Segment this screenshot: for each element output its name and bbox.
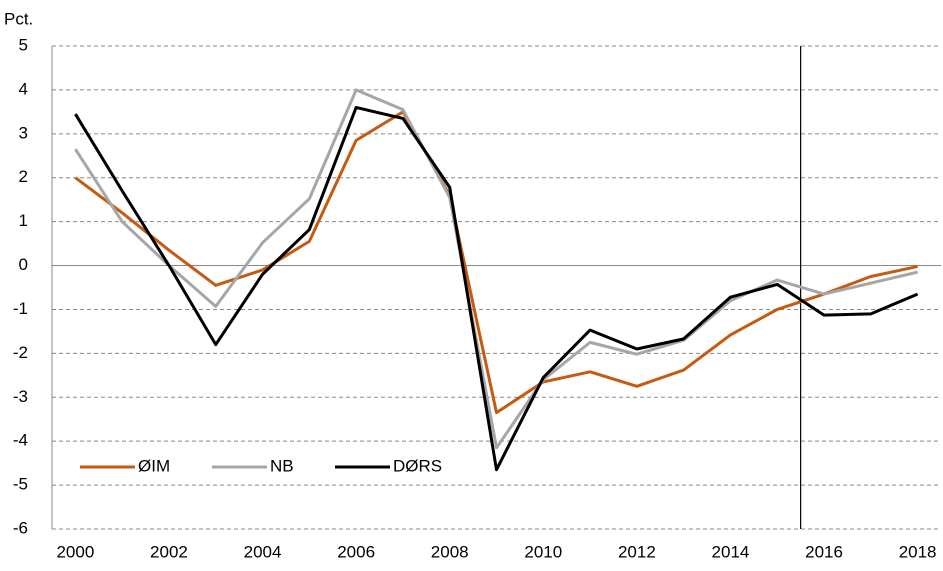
y-tick-label: -1	[13, 299, 28, 318]
series-line	[74, 105, 919, 472]
y-tick-label: 2	[19, 167, 28, 186]
y-tick-label: -5	[13, 475, 28, 494]
legend-label: NB	[270, 456, 294, 475]
x-tick-label: 2012	[618, 542, 656, 561]
y-tick-label: -2	[13, 343, 28, 362]
x-tick-label: 2006	[337, 542, 375, 561]
y-tick-label: -6	[13, 518, 28, 537]
y-tick-label: -4	[13, 431, 28, 450]
legend-label: ØIM	[138, 456, 170, 475]
y-tick-label: 3	[19, 123, 28, 142]
y-tick-label: 4	[19, 79, 28, 98]
x-tick-label: 2018	[899, 542, 937, 561]
x-tick-label: 2014	[712, 542, 750, 561]
y-tick-label: -3	[13, 387, 28, 406]
series-line	[74, 110, 918, 415]
y-tick-label: 0	[19, 255, 28, 274]
x-tick-label: 2004	[244, 542, 282, 561]
legend-label: DØRS	[393, 456, 442, 475]
x-tick-label: 2008	[431, 542, 469, 561]
y-tick-label: 1	[19, 211, 28, 230]
y-tick-label: 5	[19, 35, 28, 54]
x-tick-label: 2002	[150, 542, 188, 561]
series-line	[74, 88, 918, 450]
x-tick-label: 2010	[524, 542, 562, 561]
x-tick-label: 2016	[805, 542, 843, 561]
x-tick-label: 2000	[56, 542, 94, 561]
y-axis-label: Pct.	[4, 9, 33, 28]
